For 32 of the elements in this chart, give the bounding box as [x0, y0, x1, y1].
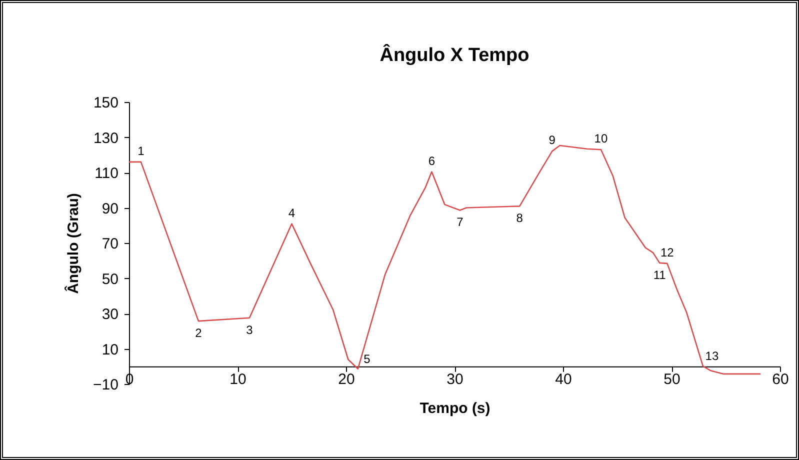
y-tick-label: −10 [93, 376, 118, 394]
y-tick-label: 30 [102, 306, 118, 323]
annotation: 7 [456, 215, 464, 230]
y-tick-label: 90 [102, 200, 118, 218]
x-tick-label: 40 [555, 370, 572, 388]
x-tick-label: 10 [230, 370, 246, 388]
y-tick-label: 50 [102, 270, 118, 288]
annotation: 2 [195, 326, 202, 340]
y-tick-label: 110 [94, 165, 118, 182]
y-tick-label: 150 [93, 94, 118, 112]
line-series [128, 144, 762, 375]
annotation: 4 [288, 206, 296, 220]
annotation: 1 [138, 144, 145, 158]
annotation: 5 [364, 352, 371, 366]
annotation: 9 [548, 133, 556, 148]
y-tick-label: 10 [102, 341, 118, 358]
x-tick-label: 20 [338, 370, 355, 388]
annotation: 11 [653, 268, 666, 282]
chart-title: Ângulo X Tempo [380, 43, 530, 66]
annotation: 12 [660, 245, 674, 260]
annotation: 6 [428, 154, 436, 168]
x-tick-label: 30 [446, 370, 464, 388]
y-tick-label: 70 [102, 236, 118, 252]
annotation: 8 [516, 211, 524, 226]
annotation: 3 [246, 322, 254, 337]
x-axis-title: Tempo (s) [420, 400, 490, 417]
annotation: 10 [594, 132, 608, 146]
y-axis-title: Ângulo (Grau) [64, 193, 82, 294]
x-tick-label: 50 [664, 370, 680, 388]
y-tick-label: 130 [93, 130, 118, 147]
x-tick-label: 60 [772, 370, 789, 388]
annotation: 13 [705, 349, 719, 364]
